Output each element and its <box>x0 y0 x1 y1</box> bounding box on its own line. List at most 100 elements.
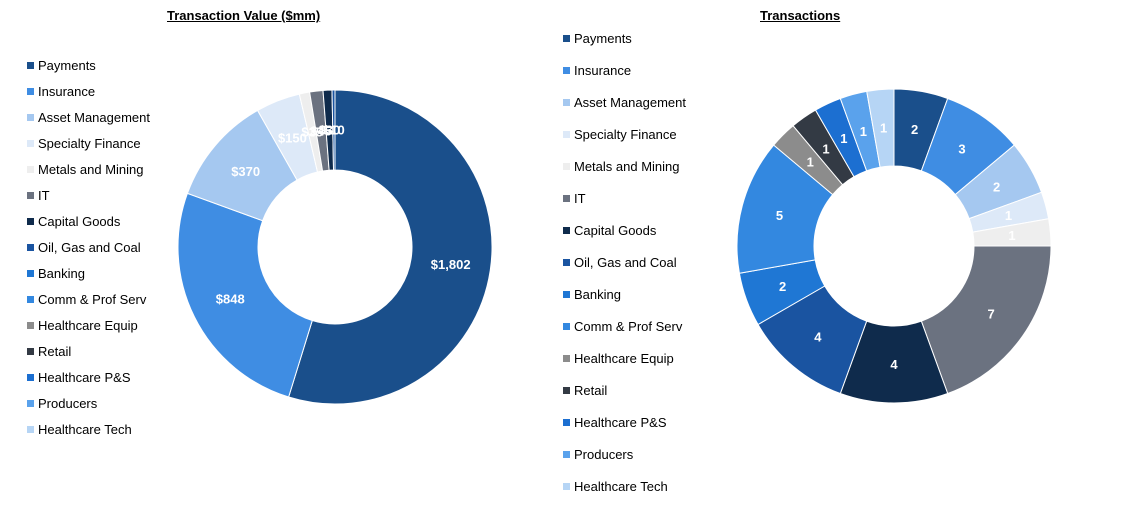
data-label-banking: 2 <box>779 279 786 294</box>
legend-item-comm-and-prof-serv: Comm & Prof Serv <box>563 319 682 334</box>
legend-swatch <box>27 322 34 329</box>
slice-payments <box>288 89 493 405</box>
legend-swatch <box>563 131 570 138</box>
legend-label: Payments <box>574 31 632 46</box>
legend-label: Healthcare P&S <box>38 370 131 385</box>
legend-swatch <box>27 166 34 173</box>
legend-item-metals-and-mining: Metals and Mining <box>563 159 680 174</box>
legend-swatch <box>563 99 570 106</box>
legend-label: Capital Goods <box>38 214 121 229</box>
legend-item-payments: Payments <box>27 58 96 73</box>
legend-item-healthcare-pands: Healthcare P&S <box>563 415 667 430</box>
data-label-retail: 1 <box>822 141 829 156</box>
legend-item-producers: Producers <box>563 447 633 462</box>
data-label-it: 7 <box>987 306 994 321</box>
legend-label: Comm & Prof Serv <box>38 292 147 307</box>
legend-item-healthcare-pands: Healthcare P&S <box>27 370 131 385</box>
legend-swatch <box>27 270 34 277</box>
legend-label: Comm & Prof Serv <box>574 319 683 334</box>
data-label-healthcare-equip: 1 <box>807 155 814 170</box>
chart-title-count: Transactions <box>760 8 841 23</box>
legend-label: Oil, Gas and Coal <box>38 240 141 255</box>
legend-label: Retail <box>38 344 72 359</box>
legend-item-capital-goods: Capital Goods <box>563 223 656 238</box>
legend-swatch <box>563 227 570 234</box>
legend-swatch <box>563 483 570 490</box>
legend-label: Retail <box>574 383 608 398</box>
legend-item-it: IT <box>563 191 586 206</box>
legend-swatch <box>563 195 570 202</box>
data-label-asset-management: 2 <box>993 179 1000 194</box>
data-label-healthcare-pands: 1 <box>840 131 847 146</box>
legend-item-healthcare-tech: Healthcare Tech <box>27 422 132 437</box>
legend-item-retail: Retail <box>563 383 607 398</box>
legend-swatch <box>27 426 34 433</box>
legend-item-specialty-finance: Specialty Finance <box>563 127 677 142</box>
legend-swatch <box>563 35 570 42</box>
legend-swatch <box>27 114 34 121</box>
legend-label: Healthcare Tech <box>38 422 132 437</box>
legend-item-producers: Producers <box>27 396 97 411</box>
data-label-specialty-finance: 1 <box>1005 208 1012 223</box>
legend-item-banking: Banking <box>563 287 621 302</box>
legend-label: Healthcare P&S <box>574 415 667 430</box>
legend-swatch <box>563 163 570 170</box>
legend-item-insurance: Insurance <box>27 84 95 99</box>
data-label-payments: $1,802 <box>431 257 471 272</box>
legend-item-capital-goods: Capital Goods <box>27 214 120 229</box>
data-label-it: $45 <box>310 123 332 138</box>
legend-label: Capital Goods <box>574 223 657 238</box>
legend-item-oil-gas-and-coal: Oil, Gas and Coal <box>27 240 141 255</box>
legend-label: IT <box>574 191 586 206</box>
legend-label: Producers <box>38 396 98 411</box>
legend-item-metals-and-mining: Metals and Mining <box>27 162 144 177</box>
legend-swatch <box>27 374 34 381</box>
legend-swatch <box>563 323 570 330</box>
slice-oil-gas-and-coal <box>331 89 336 171</box>
legend-item-retail: Retail <box>27 344 71 359</box>
legend-item-specialty-finance: Specialty Finance <box>27 136 141 151</box>
legend-swatch <box>27 296 34 303</box>
legend-label: Specialty Finance <box>574 127 677 142</box>
legend-swatch <box>27 88 34 95</box>
slice-it <box>920 245 1052 395</box>
legend-label: Insurance <box>574 63 632 78</box>
legend-item-healthcare-equip: Healthcare Equip <box>27 318 138 333</box>
legend-label: Metals and Mining <box>574 159 680 174</box>
data-label-metals-and-mining: $35 <box>301 125 323 140</box>
legend-label: Insurance <box>38 84 96 99</box>
legend-item-asset-management: Asset Management <box>563 95 686 110</box>
data-label-producers: 1 <box>860 124 867 139</box>
legend-swatch <box>27 348 34 355</box>
legend-label: Healthcare Tech <box>574 479 668 494</box>
legend-label: Payments <box>38 58 96 73</box>
legend-label: Healthcare Equip <box>38 318 138 333</box>
legend-label: Asset Management <box>38 110 151 125</box>
legend-item-asset-management: Asset Management <box>27 110 150 125</box>
legend-swatch <box>27 140 34 147</box>
data-label-comm-and-prof-serv: 5 <box>776 208 783 223</box>
legend-swatch <box>563 291 570 298</box>
legend-label: Healthcare Equip <box>574 351 674 366</box>
legend-swatch <box>27 62 34 69</box>
legend-item-it: IT <box>27 188 50 203</box>
data-label-oil-gas-and-coal: $10 <box>323 123 345 138</box>
donut-chart-value: $1,802 $848 $370 $150$35$45$30$10 <box>177 89 493 405</box>
data-label-capital-goods: 4 <box>890 357 898 372</box>
data-label-oil-gas-and-coal: 4 <box>814 329 822 344</box>
legend-swatch <box>563 355 570 362</box>
legend-swatch <box>27 244 34 251</box>
legend-swatch <box>563 451 570 458</box>
legend-item-insurance: Insurance <box>563 63 631 78</box>
legend-swatch <box>563 387 570 394</box>
data-label-insurance: $848 <box>216 292 245 307</box>
legend-swatch <box>27 218 34 225</box>
legend-label: Banking <box>574 287 621 302</box>
legend-swatch <box>27 192 34 199</box>
legend-label: Metals and Mining <box>38 162 144 177</box>
slice-insurance <box>177 192 313 398</box>
legend-item-oil-gas-and-coal: Oil, Gas and Coal <box>563 255 677 270</box>
legend-item-payments: Payments <box>563 31 632 46</box>
legend-item-healthcare-equip: Healthcare Equip <box>563 351 674 366</box>
